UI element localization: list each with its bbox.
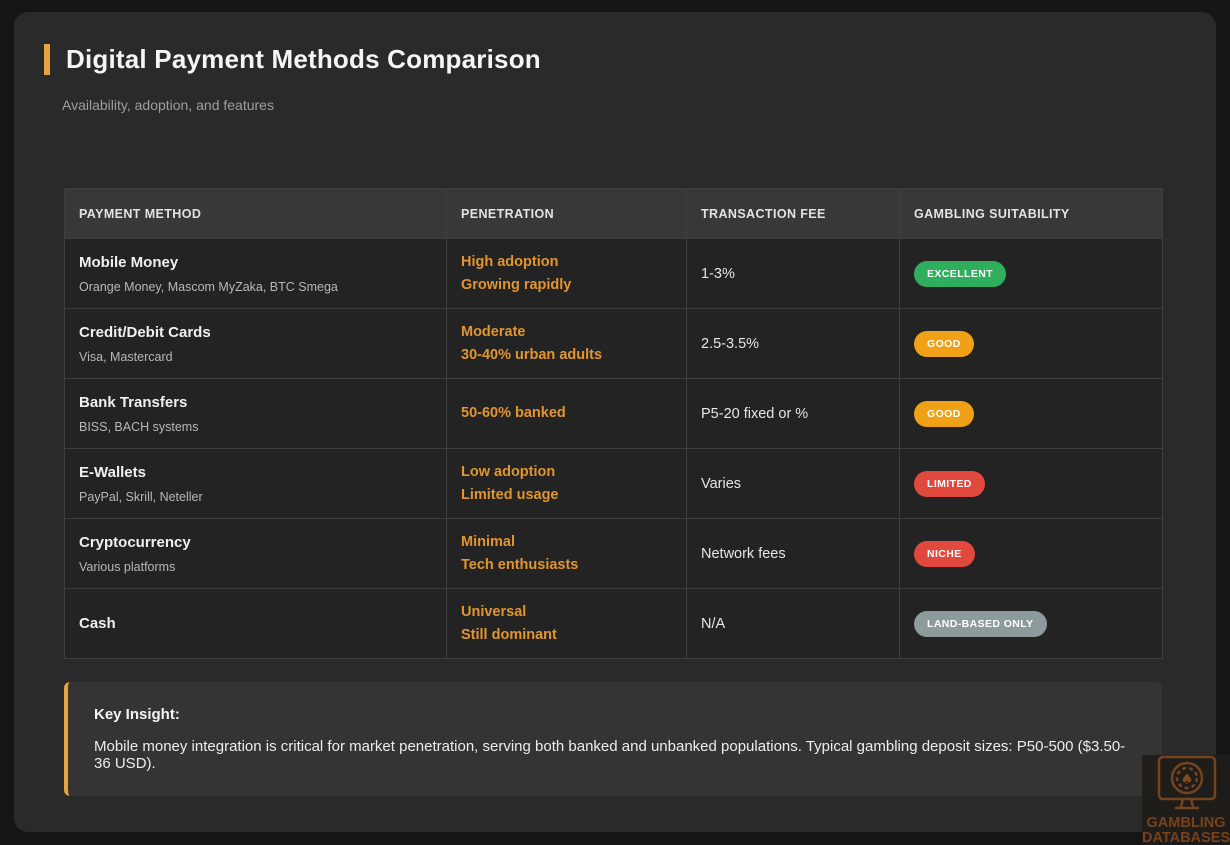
penetration-line: Tech enthusiasts	[461, 556, 579, 573]
payment-method-providers: Orange Money, Mascom MyZaka, BTC Smega	[79, 279, 338, 294]
penetration-line: 30-40% urban adults	[461, 346, 603, 363]
penetration-line: Growing rapidly	[461, 276, 572, 293]
key-insight-box: Key Insight: Mobile money integration is…	[64, 682, 1162, 796]
payment-method-providers: PayPal, Skrill, Neteller	[79, 489, 203, 504]
payment-method-providers: Visa, Mastercard	[79, 349, 173, 364]
payment-methods-table: PAYMENT METHOD PENETRATION TRANSACTION FEE…	[64, 188, 1163, 659]
table-row: Credit/Debit Cards Visa, Mastercard Modera…	[64, 308, 1163, 379]
suitability-badge: EXCELLENT	[914, 260, 1007, 287]
page-subtitle: Availability, adoption, and features	[62, 97, 274, 113]
column-header: PENETRATION	[446, 188, 687, 239]
suitability-cell: NICHE	[899, 518, 1163, 589]
payment-method-name: Credit/Debit Cards	[79, 323, 211, 341]
transaction-fee-value: 1-3%	[701, 265, 735, 282]
svg-text:GAMBLING: GAMBLING	[1147, 815, 1226, 831]
gambling-databases-logo-icon: ♠ GAMBLING DATABASES	[1142, 755, 1230, 845]
penetration-line: Universal	[461, 603, 527, 620]
transaction-fee-value: P5-20 fixed or %	[701, 405, 809, 422]
suitability-badge: GOOD	[914, 330, 974, 357]
transaction-fee-cell: N/A	[686, 588, 900, 659]
penetration-line: 50-60% banked	[461, 405, 566, 421]
penetration-cell: Minimal Tech enthusiasts	[446, 518, 687, 589]
table-header-row: PAYMENT METHOD PENETRATION TRANSACTION FEE…	[64, 188, 1163, 239]
payment-method-cell: E-Wallets PayPal, Skrill, Neteller	[64, 448, 447, 519]
gambling-databases-watermark: ♠ GAMBLING DATABASES	[1142, 755, 1230, 845]
payment-method-name: E-Wallets	[79, 463, 146, 481]
suitability-cell: GOOD	[899, 378, 1163, 449]
penetration-cell: Low adoption Limited usage	[446, 448, 687, 519]
payment-method-name: Cash	[79, 615, 116, 632]
table-row: Bank Transfers BISS, BACH systems 50-60% b…	[64, 378, 1163, 449]
table-row: E-Wallets PayPal, Skrill, Neteller Low ado…	[64, 448, 1163, 519]
suitability-cell: LIMITED	[899, 448, 1163, 519]
penetration-line: High adoption	[461, 253, 559, 270]
payment-method-providers: BISS, BACH systems	[79, 419, 199, 434]
penetration-cell: Universal Still dominant	[446, 588, 687, 659]
payment-method-cell: Cryptocurrency Various platforms	[64, 518, 447, 589]
suitability-cell: EXCELLENT	[899, 238, 1163, 309]
suitability-badge: LIMITED	[914, 470, 985, 497]
key-insight-title: Key Insight:	[94, 706, 180, 723]
suitability-cell: LAND-BASED ONLY	[899, 588, 1163, 659]
transaction-fee-cell: 2.5-3.5%	[686, 308, 900, 379]
transaction-fee-value: 2.5-3.5%	[701, 335, 760, 352]
column-header: TRANSACTION FEE	[686, 188, 900, 239]
svg-text:♠: ♠	[1180, 770, 1193, 788]
penetration-line: Limited usage	[461, 486, 559, 503]
key-insight-text: Mobile money integration is critical for…	[94, 738, 1126, 772]
penetration-line: Minimal	[461, 533, 515, 550]
table-row: Cash Universal Still dominant N/A LAND-BASED…	[64, 588, 1163, 659]
table-header: PAYMENT METHOD PENETRATION TRANSACTION FEE…	[64, 188, 1163, 239]
transaction-fee-cell: P5-20 fixed or %	[686, 378, 900, 449]
table-row: Cryptocurrency Various platforms Minimal Te…	[64, 518, 1163, 589]
payment-method-cell: Bank Transfers BISS, BACH systems	[64, 378, 447, 449]
suitability-badge: LAND-BASED ONLY	[914, 610, 1047, 637]
penetration-cell: 50-60% banked	[446, 378, 687, 449]
payment-method-name: Mobile Money	[79, 253, 179, 271]
table-row: Mobile Money Orange Money, Mascom MyZaka,…	[64, 238, 1163, 309]
penetration-line: Moderate	[461, 323, 526, 340]
transaction-fee-value: N/A	[701, 615, 726, 632]
suitability-badge: NICHE	[914, 540, 975, 567]
suitability-cell: GOOD	[899, 308, 1163, 379]
transaction-fee-cell: 1-3%	[686, 238, 900, 309]
penetration-cell: High adoption Growing rapidly	[446, 238, 687, 309]
transaction-fee-cell: Varies	[686, 448, 900, 519]
table-body: Mobile Money Orange Money, Mascom MyZaka,…	[64, 238, 1163, 659]
payment-method-name: Bank Transfers	[79, 393, 188, 411]
transaction-fee-value: Network fees	[701, 545, 786, 562]
suitability-badge: GOOD	[914, 400, 974, 427]
penetration-line: Still dominant	[461, 626, 557, 643]
payment-method-cell: Mobile Money Orange Money, Mascom MyZaka,…	[64, 238, 447, 309]
svg-text:DATABASES: DATABASES	[1142, 830, 1230, 845]
transaction-fee-value: Varies	[701, 475, 742, 492]
payment-method-name: Cryptocurrency	[79, 533, 191, 551]
payment-method-providers: Various platforms	[79, 559, 176, 574]
title-block: Digital Payment Methods Comparison	[44, 44, 1216, 75]
page-title: Digital Payment Methods Comparison	[66, 44, 541, 74]
penetration-cell: Moderate 30-40% urban adults	[446, 308, 687, 379]
column-header: PAYMENT METHOD	[64, 188, 447, 239]
payment-method-cell: Credit/Debit Cards Visa, Mastercard	[64, 308, 447, 379]
payment-method-cell: Cash	[64, 588, 447, 659]
column-header: GAMBLING SUITABILITY	[899, 188, 1163, 239]
penetration-line: Low adoption	[461, 463, 556, 480]
transaction-fee-cell: Network fees	[686, 518, 900, 589]
comparison-card: Digital Payment Methods Comparison Avail…	[14, 12, 1216, 832]
